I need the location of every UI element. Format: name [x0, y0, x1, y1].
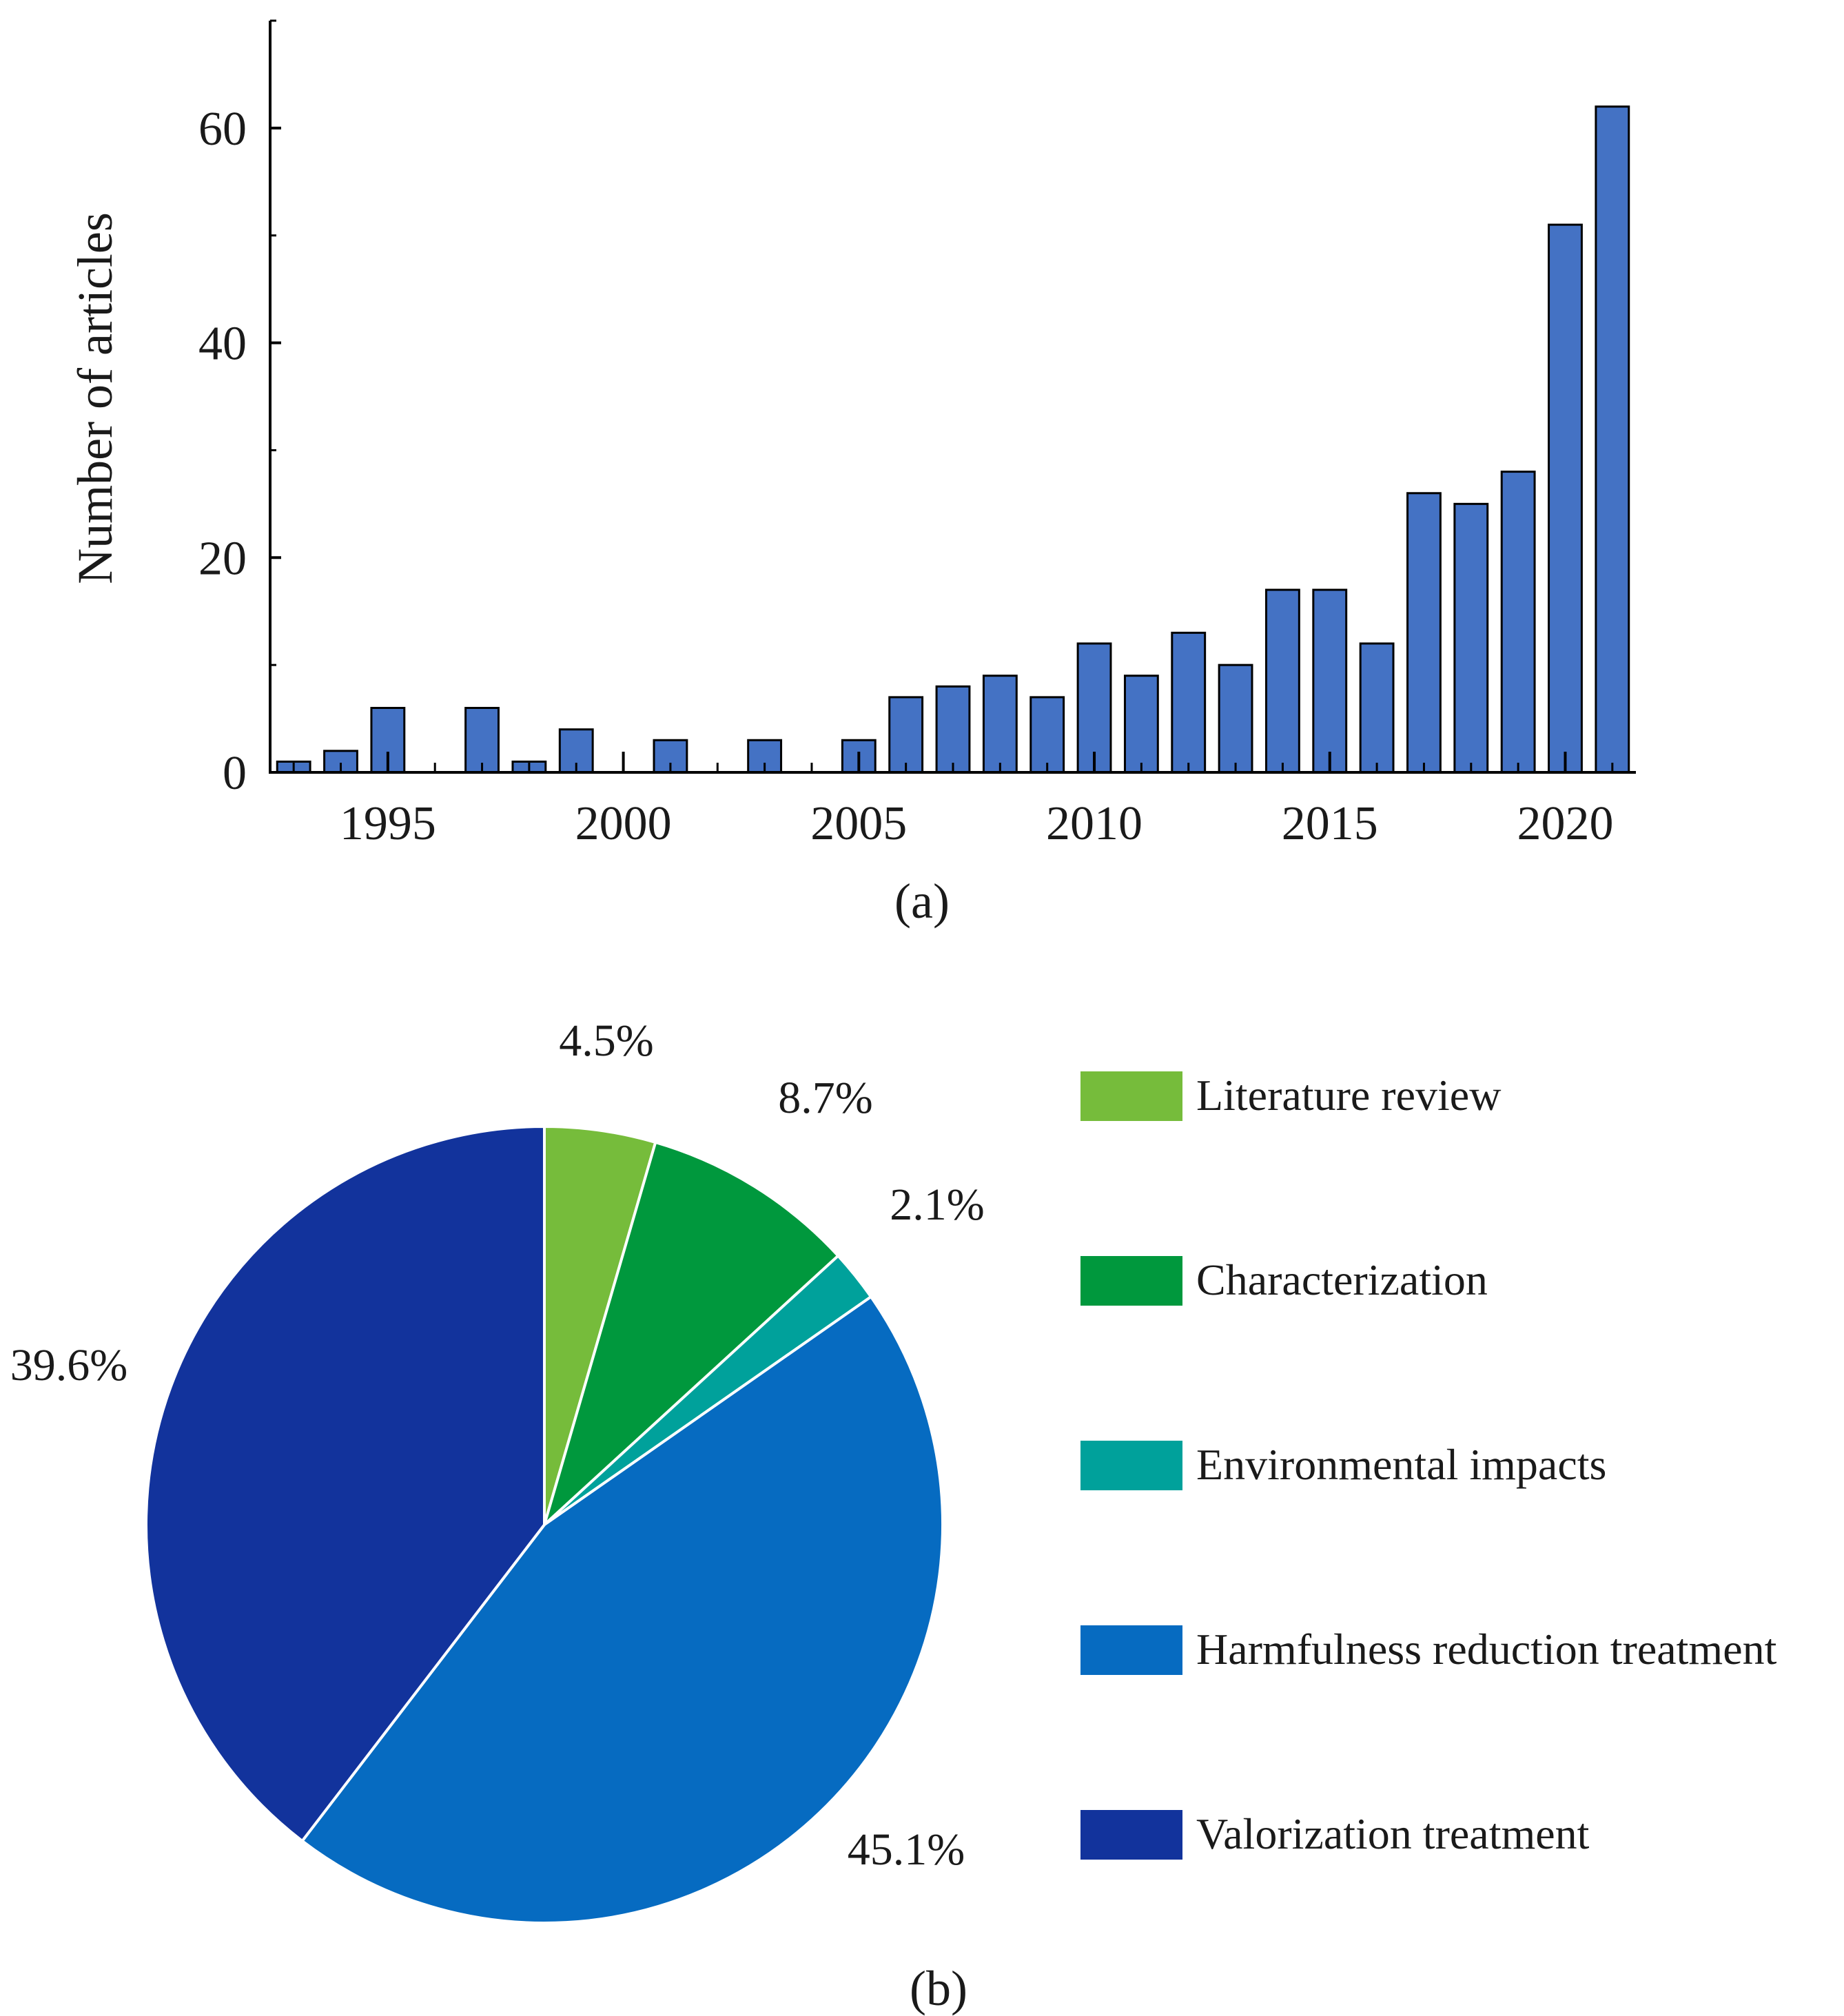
bar-series: [276, 105, 1630, 774]
pie-slice-label: 8.7%: [778, 1073, 872, 1123]
x-tick-label: 1995: [340, 797, 436, 850]
y-tick-label: 0: [223, 747, 247, 800]
pie-slice-labels: 4.5% 8.7% 2.1% 45.1% 39.6%: [10, 1016, 985, 1875]
x-tick-label: 2010: [1046, 797, 1143, 850]
bar-2007: [935, 685, 971, 774]
x-tick-label: 2015: [1282, 797, 1378, 850]
bar-2017: [1406, 492, 1442, 774]
pie-slice-harmfulness-reduction-treatment: [300, 1295, 944, 1925]
legend-label: Environmental impacts: [1196, 1440, 1606, 1489]
legend-swatch: [1080, 1625, 1182, 1675]
pie-slice-valorization-treatment: [145, 1124, 546, 1843]
bar-2013: [1218, 664, 1253, 774]
pie-slice-label: 45.1%: [848, 1824, 965, 1875]
bar-2016: [1359, 642, 1395, 774]
bar-2011: [1123, 675, 1159, 774]
pie-slice-label: 39.6%: [10, 1340, 127, 1390]
bar-2009: [1029, 696, 1065, 774]
y-axis-label: Number of articles: [68, 212, 123, 584]
legend-swatch: [1080, 1071, 1182, 1121]
bar-2008: [982, 675, 1018, 774]
legend-label: Harmfulness reduction treatment: [1196, 1625, 1777, 1674]
y-tick-label: 60: [198, 103, 247, 156]
legend-swatch: [1080, 1256, 1182, 1306]
pie-chart-panel: 4.5% 8.7% 2.1% 45.1% 39.6% Literature review…: [10, 1016, 1777, 2016]
pie-slice-label: 2.1%: [890, 1180, 984, 1230]
bar-1997: [464, 706, 500, 774]
x-tick-label: 2000: [575, 797, 672, 850]
y-axis-ticks: 0 20 40 60: [198, 19, 281, 800]
bar-2010: [1076, 642, 1112, 774]
y-tick-label: 20: [198, 532, 247, 585]
legend-swatch: [1080, 1810, 1182, 1860]
bar-2018: [1453, 502, 1489, 774]
pie-slice-characterization: [542, 1140, 841, 1530]
bar-1994: [323, 750, 358, 774]
x-tick-label: 2020: [1517, 797, 1613, 850]
legend-label: Valorization treatment: [1196, 1809, 1590, 1858]
bar-2020: [1548, 223, 1583, 774]
bar-2021: [1595, 105, 1630, 774]
bar-2015: [1312, 588, 1348, 774]
legend-label: Characterization: [1196, 1255, 1488, 1304]
bar-2006: [888, 696, 924, 774]
x-axis-ticks: 1995 2000 2005 2010 2015 2020: [292, 752, 1613, 850]
pie-slice-label: 4.5%: [559, 1016, 653, 1066]
bar-chart-panel: 0 20 40 60 1995 2000 2005 2010 2015 2020 Number …: [68, 19, 1636, 929]
bar-2012: [1171, 631, 1207, 774]
y-tick-label: 40: [198, 318, 247, 371]
bar-2014: [1264, 588, 1300, 774]
legend-label: Literature review: [1196, 1071, 1501, 1120]
pie-legend: Literature review Characterization Environ…: [1080, 1071, 1777, 1860]
bar-2019: [1500, 471, 1536, 774]
pie-slices: [145, 1124, 944, 1925]
panel-label-a: (a): [894, 874, 950, 929]
x-tick-label: 2005: [810, 797, 907, 850]
panel-label-b: (b): [910, 1961, 967, 2016]
legend-swatch: [1080, 1441, 1182, 1490]
